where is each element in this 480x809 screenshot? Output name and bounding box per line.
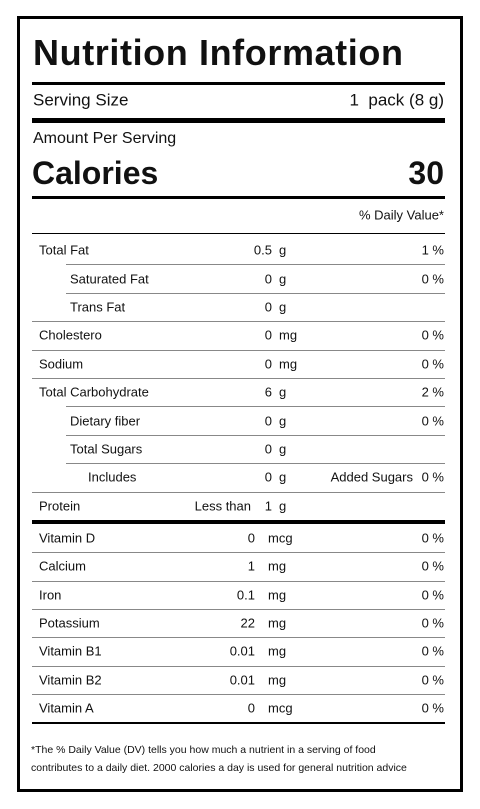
nutrient-amount: 0 [264,356,272,372]
vitamin-name: Vitamin B2 [39,672,102,688]
vitamin-amount: 0 [247,700,255,716]
row-divider [32,349,445,351]
nutrient-amount: 0.5 [253,242,272,258]
nutrient-amount: 0 [264,413,272,429]
vitamin-amount: 0.1 [236,587,255,603]
nutrient-unit: g [279,271,287,287]
row-divider [66,264,445,266]
footnote: *The % Daily Value (DV) tells you how mu… [31,743,376,756]
row-divider [32,665,445,667]
serving-label: Serving Size [33,90,129,110]
nutrient-unit: g [279,384,287,400]
row-divider [66,406,445,408]
nutrient-dv: 2 % [421,384,444,400]
nutrient-unit: g [279,469,287,485]
rule [32,196,445,199]
vitamin-dv: 0 % [421,615,444,631]
nutrient-dv: 0 % [421,271,444,287]
nutrient-name: Total Carbohydrate [39,384,149,400]
rule [32,82,445,85]
nutrient-extra: Added Sugars [330,469,413,485]
nutrient-dv: 1 % [421,242,444,258]
nutrient-name: Sodium [39,356,84,372]
nutrient-name: Protein [39,498,81,514]
row-divider [32,552,445,554]
nutrient-unit: g [279,441,287,457]
row-divider [32,321,445,323]
vitamin-dv: 0 % [421,643,444,659]
vitamin-unit: mg [268,643,287,659]
nutrient-name: Cholestero [39,327,102,343]
nutrient-amount: 0 [264,299,272,315]
vitamin-amount: 0.01 [229,643,255,659]
vitamin-unit: mcg [268,530,293,546]
row-divider [32,637,445,639]
nutrient-amount: 0 [264,271,272,287]
vitamin-name: Vitamin B1 [39,643,102,659]
vitamin-dv: 0 % [421,700,444,716]
nutrient-unit: mg [279,356,298,372]
nutrient-dv: 0 % [421,356,444,372]
serving-value: 1 pack (8 g) [349,90,445,110]
amount-per-serving: Amount Per Serving [33,130,177,147]
vitamin-name: Calcium [39,558,86,574]
row-divider [32,378,445,379]
rule [32,722,445,725]
nutrient-amount: 1 [264,498,272,514]
calories-label: Calories [32,155,159,191]
vitamin-unit: mg [268,587,287,603]
vitamin-amount: 0.01 [229,672,255,688]
daily-value-header: % Daily Value* [358,207,444,223]
rule [32,233,445,234]
vitamin-amount: 22 [240,615,255,631]
nutrient-amount: 0 [264,441,272,457]
vitamin-unit: mg [268,672,287,688]
row-divider [32,693,445,695]
nutrient-unit: g [279,299,287,315]
vitamin-name: Vitamin A [39,700,94,716]
nutrient-name: Saturated Fat [70,271,149,287]
nutrient-prefix: Less than [194,498,251,514]
row-divider [66,292,445,294]
vitamin-name: Potassium [39,615,100,631]
row-divider [32,608,445,610]
vitamin-name: Vitamin D [39,530,96,546]
vitamin-name: Iron [39,587,62,603]
nutrient-unit: g [279,498,287,514]
row-divider [32,580,445,582]
nutrient-unit: g [279,413,287,429]
vitamin-unit: mg [268,558,287,574]
nutrient-amount: 0 [264,469,272,485]
nutrient-name: Total Sugars [70,441,143,457]
vitamin-unit: mg [268,615,287,631]
nutrient-dv: 0 % [421,413,444,429]
row-divider [66,434,445,436]
rule [32,520,445,524]
vitamin-amount: 0 [247,530,255,546]
nutrient-unit: mg [279,327,298,343]
row-divider [66,463,445,465]
nutrient-amount: 6 [264,384,272,400]
nutrient-name: Dietary fiber [70,413,141,429]
nutrient-name: Total Fat [39,242,89,258]
calories-value: 30 [408,155,444,191]
frame [17,16,463,792]
vitamin-amount: 1 [247,558,255,574]
footnote: contributes to a daily diet. 2000 calori… [31,761,407,774]
rule [32,118,445,123]
nutrient-unit: g [279,242,287,258]
row-divider [32,491,445,493]
vitamin-dv: 0 % [421,558,444,574]
nutrient-dv: 0 % [421,327,444,343]
nutrient-name: Trans Fat [70,299,126,315]
title: Nutrition Information [33,32,404,73]
nutrient-dv: 0 % [421,469,444,485]
vitamin-unit: mcg [268,700,293,716]
vitamin-dv: 0 % [421,530,444,546]
vitamin-dv: 0 % [421,587,444,603]
nutrient-name: Includes [88,469,137,485]
nutrient-amount: 0 [264,327,272,343]
vitamin-dv: 0 % [421,672,444,688]
